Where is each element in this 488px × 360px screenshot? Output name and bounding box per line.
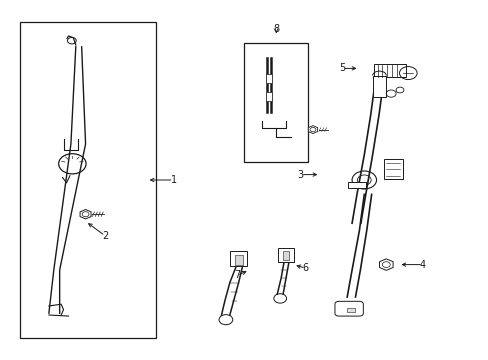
Bar — [244, 43, 307, 162]
Text: 1: 1 — [170, 175, 176, 185]
Text: 6: 6 — [302, 263, 308, 273]
Bar — [282, 251, 289, 260]
Bar — [347, 182, 365, 188]
Bar — [20, 22, 156, 338]
Text: 7: 7 — [234, 270, 240, 280]
Text: 3: 3 — [297, 170, 303, 180]
Polygon shape — [307, 126, 317, 134]
Bar — [265, 74, 271, 83]
Bar — [234, 255, 242, 265]
Bar — [278, 248, 293, 262]
Text: 5: 5 — [339, 63, 345, 73]
Bar — [373, 64, 405, 77]
Text: 8: 8 — [273, 24, 279, 34]
FancyBboxPatch shape — [334, 301, 363, 316]
Bar — [383, 159, 403, 179]
Polygon shape — [379, 259, 392, 270]
Text: 2: 2 — [102, 231, 108, 241]
Text: 4: 4 — [419, 260, 425, 270]
Bar — [346, 308, 354, 312]
Bar — [372, 76, 386, 97]
Polygon shape — [80, 210, 91, 219]
Bar — [229, 251, 247, 266]
Bar — [265, 92, 271, 101]
